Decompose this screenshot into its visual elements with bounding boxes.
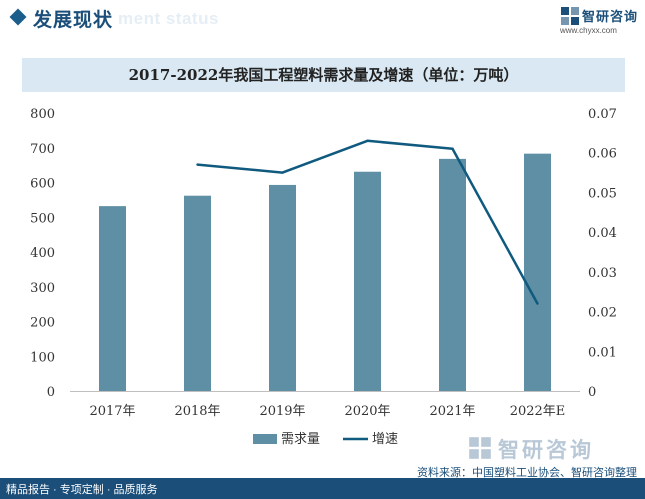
header-english-subtitle: ment status [118, 9, 219, 28]
legend-label-bar: 需求量 [281, 432, 320, 447]
y-right-tick-label: 0.04 [588, 226, 617, 241]
y-left-tick-label: 400 [30, 246, 55, 261]
y-left-tick-label: 100 [30, 350, 55, 365]
growth-point [366, 139, 369, 142]
section-header: ment status 发展现状 [0, 0, 645, 40]
bar [184, 195, 211, 391]
y-left-tick-label: 600 [30, 177, 55, 192]
footer-brand-mark-icon [469, 437, 491, 459]
brand-name: 智研咨询 [582, 9, 639, 24]
x-tick-label: 2017年 [89, 404, 135, 419]
brand-url: www.chyxx.com [560, 26, 617, 35]
chart-title: 2017-2022年我国工程塑料需求量及增速（单位：万吨） [128, 66, 519, 84]
bar [439, 158, 466, 391]
bar [269, 184, 296, 391]
growth-point [196, 163, 199, 166]
footer-brand-logo: 智研咨询 [468, 434, 638, 462]
brand-mark-icon [561, 7, 579, 25]
bar [99, 206, 126, 391]
source-text: 中国塑料工业协会、智研咨询整理 [472, 467, 637, 479]
bar [354, 171, 381, 391]
y-left-tick-label: 800 [30, 107, 55, 122]
y-right-tick-label: 0 [588, 385, 596, 400]
y-right-tick-label: 0.07 [588, 107, 617, 122]
y-left-tick-label: 500 [30, 211, 55, 226]
x-tick-label: 2019年 [259, 404, 305, 419]
y-right-tick-label: 0.02 [588, 306, 617, 321]
source-note: 资料来源：中国塑料工业协会、智研咨询整理 [417, 464, 637, 480]
x-tick-label: 2021年 [429, 404, 475, 419]
chart-title-band: 2017-2022年我国工程塑料需求量及增速（单位：万吨） [22, 58, 625, 92]
growth-point [536, 302, 539, 305]
y-left-tick-label: 0 [47, 385, 55, 400]
footer-tagline: 精品报告 · 专项定制 · 品质服务 [6, 484, 158, 496]
chart: 0 100 200 300 400 500 600 700 800 0 0.01 0.02 0.03 0.… [30, 107, 617, 447]
x-tick-label: 2020年 [344, 404, 390, 419]
y-left-tick-label: 700 [30, 142, 55, 157]
section-title: 发展现状 [33, 10, 114, 31]
growth-point [451, 147, 454, 150]
y-right-tick-label: 0.06 [588, 147, 617, 162]
brand-logo: 智研咨询 www.chyxx.com [560, 4, 640, 38]
legend-swatch-bar [253, 434, 277, 444]
bar [524, 153, 551, 391]
legend-label-line: 增速 [372, 432, 398, 447]
x-tick-label: 2018年 [174, 404, 220, 419]
growth-point [281, 171, 284, 174]
y-right-tick-label: 0.03 [588, 266, 617, 281]
footer-band: 精品报告 · 专项定制 · 品质服务 [0, 478, 645, 499]
y-right-tick-label: 0.01 [588, 345, 617, 360]
source-label: 资料来源： [417, 467, 472, 479]
y-left-tick-label: 300 [30, 281, 55, 296]
footer-brand-name: 智研咨询 [498, 439, 594, 462]
x-tick-label: 2022年E [510, 404, 566, 419]
y-right-tick-label: 0.05 [588, 186, 617, 201]
y-left-tick-label: 200 [30, 316, 55, 331]
